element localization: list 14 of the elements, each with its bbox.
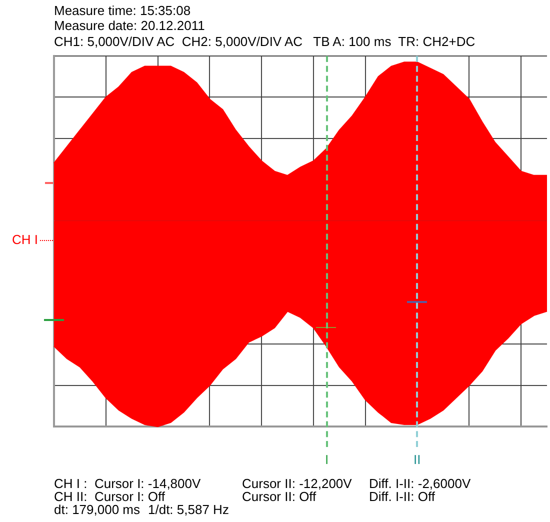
text: Cursor II: -12,200V <box>242 476 352 491</box>
text: dt: 179,000 ms <box>54 502 140 517</box>
text: Cursor II: Off <box>242 489 316 504</box>
text: CH1: 5,000V/DIV AC CH2: 5,000V/DIV AC TB A: 100 ms TR: CH2+DC <box>54 34 476 49</box>
chart-title: Measure time: 15:35:08 <box>54 3 191 18</box>
chart-subtitle: Measure date: 20.12.2011 <box>54 18 205 33</box>
text: 1/dt: 5,587 Hz <box>148 502 229 517</box>
text: I <box>325 452 329 467</box>
text: II <box>414 452 421 467</box>
text: CH I <box>12 232 38 247</box>
text: CH I : Cursor I: -14,800V <box>54 476 201 491</box>
text: Diff. I-II: -2,6000V <box>369 476 471 491</box>
text: CH II: Cursor I: Off <box>54 489 166 504</box>
text: Diff. I-II: Off <box>369 489 435 504</box>
